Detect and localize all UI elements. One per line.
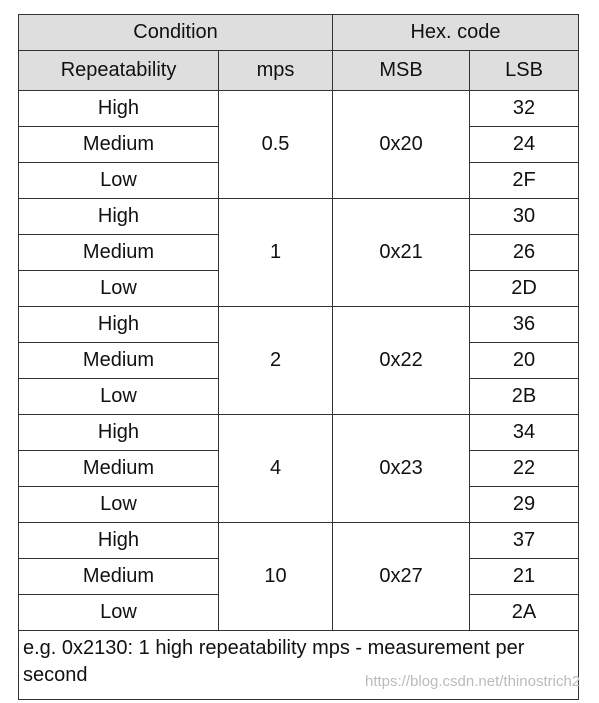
data-row: Low 29 — [18, 486, 580, 523]
footnote: e.g. 0x2130: 1 high repeatability mps - … — [17, 630, 580, 700]
lsb-cell: 2F — [469, 162, 580, 199]
msb-cell: 0x20 — [332, 90, 471, 199]
watermark: https://blog.csdn.net/thinostrich2 — [365, 673, 581, 690]
data-row: Medium 24 — [18, 126, 580, 163]
lsb-cell: 37 — [469, 522, 580, 559]
repeatability-cell: Medium — [18, 558, 219, 595]
lsb-cell: 26 — [469, 234, 580, 271]
header-cell: Condition — [17, 14, 334, 51]
mps-cell: 10 — [217, 522, 334, 631]
data-row: High 1 0x21 30 — [18, 198, 580, 307]
lsb-cell: 2D — [469, 270, 580, 307]
lsb-cell: 24 — [469, 126, 580, 163]
header-cell: mps — [217, 50, 334, 91]
lsb-cell: 22 — [469, 450, 580, 487]
data-row: High 4 0x23 34 — [18, 414, 580, 523]
mps-cell: 1 — [217, 198, 334, 307]
mps-cell: 4 — [217, 414, 334, 523]
data-row: Low 2D — [18, 270, 580, 307]
data-row: Low 2F — [18, 162, 580, 199]
repeatability-cell: Low — [18, 270, 219, 307]
lsb-cell: 30 — [469, 198, 580, 235]
lsb-cell: 36 — [469, 306, 580, 343]
lsb-cell: 2B — [469, 378, 580, 415]
repeatability-cell: Low — [18, 162, 219, 199]
data-row: Low 2B — [18, 378, 580, 415]
data-row: High 10 0x27 37 — [18, 522, 580, 631]
repeatability-cell: High — [18, 306, 219, 343]
data-row: Medium 20 — [18, 342, 580, 379]
msb-cell: 0x21 — [332, 198, 471, 307]
lsb-cell: 2A — [469, 594, 580, 631]
mps-cell: 0.5 — [217, 90, 334, 199]
mps-cell: 2 — [217, 306, 334, 415]
repeatability-cell: Medium — [18, 450, 219, 487]
repeatability-cell: Medium — [18, 234, 219, 271]
lsb-cell: 21 — [469, 558, 580, 595]
repeatability-cell: High — [18, 198, 219, 235]
repeatability-cell: Low — [18, 594, 219, 631]
msb-cell: 0x22 — [332, 306, 471, 415]
table: Condition Hex. code Repeatability mps MS… — [17, 14, 580, 700]
repeatability-cell: High — [18, 522, 219, 559]
footnote-row: e.g. 0x2130: 1 high repeatability mps - … — [17, 630, 580, 700]
data-row: High 0.5 0x20 32 — [18, 90, 580, 199]
header-row: Repeatability mps MSB LSB — [18, 50, 580, 91]
table-body: Condition Hex. code Repeatability mps MS… — [17, 14, 580, 700]
repeatability-cell: Medium — [18, 126, 219, 163]
repeatability-cell: High — [18, 414, 219, 451]
repeatability-cell: High — [18, 90, 219, 127]
header-cell: LSB — [469, 50, 580, 91]
repeatability-cell: Low — [18, 378, 219, 415]
msb-cell: 0x23 — [332, 414, 471, 523]
lsb-cell: 32 — [469, 90, 580, 127]
lsb-cell: 29 — [469, 486, 580, 523]
repeatability-cell: Medium — [18, 342, 219, 379]
repeatability-cell: Low — [18, 486, 219, 523]
data-row: Medium 22 — [18, 450, 580, 487]
header-cell: Repeatability — [18, 50, 219, 91]
data-row: High 2 0x22 36 — [18, 306, 580, 415]
lsb-cell: 20 — [469, 342, 580, 379]
lsb-cell: 34 — [469, 414, 580, 451]
header-row: Condition Hex. code — [17, 14, 580, 51]
header-cell: MSB — [332, 50, 471, 91]
msb-cell: 0x27 — [332, 522, 471, 631]
data-row: Medium 26 — [18, 234, 580, 271]
header-cell: Hex. code — [332, 14, 580, 51]
data-row: Medium 21 — [18, 558, 580, 595]
